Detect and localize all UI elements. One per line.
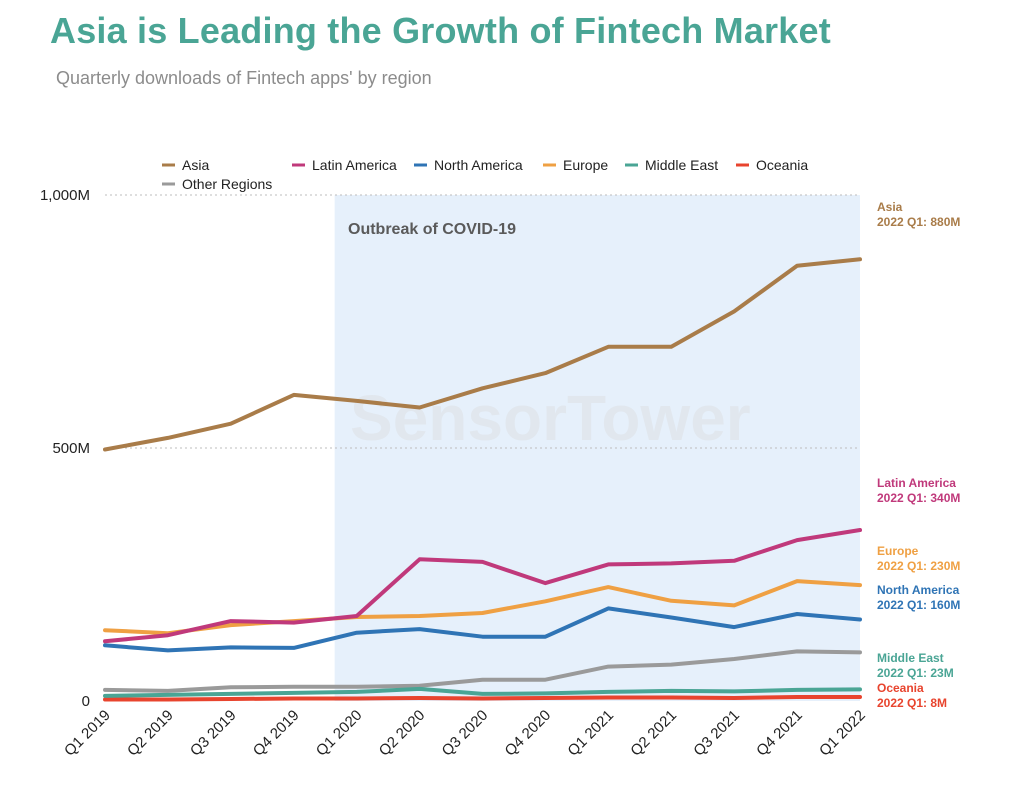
- legend-label: Europe: [563, 157, 608, 173]
- x-axis-ticks: Q1 2019 Q2 2019 Q3 2019 Q4 2019 Q1 2020 Q2 20…: [61, 707, 869, 760]
- series-line-middle-east: [103, 686, 862, 698]
- legend-label: Middle East: [645, 157, 718, 173]
- chart-title: Asia is Leading the Growth of Fintech Ma…: [50, 10, 831, 51]
- series-lines: [103, 257, 862, 702]
- watermark-text: SensorTower: [350, 382, 751, 454]
- x-tick-label: Q1 2019: [61, 707, 114, 760]
- y-axis-ticks: 0 500M 1,000M: [40, 187, 90, 710]
- series-line-oceania: [103, 695, 862, 702]
- y-tick-label: 500M: [52, 440, 90, 457]
- x-tick-label: Q4 2019: [250, 707, 303, 760]
- end-label-name: Latin America: [877, 476, 956, 490]
- end-label-name: Asia: [877, 200, 903, 214]
- end-label-value: 2022 Q1: 230M: [877, 559, 960, 573]
- x-tick-label: Q2 2020: [376, 707, 429, 760]
- x-tick-label: Q3 2020: [439, 707, 492, 760]
- x-tick-label: Q3 2019: [187, 707, 240, 760]
- legend-label: Asia: [182, 157, 209, 173]
- y-tick-label: 0: [82, 693, 90, 710]
- covid-annotation-label: Outbreak of COVID-19: [348, 221, 516, 238]
- end-label-value: 2022 Q1: 160M: [877, 598, 960, 612]
- x-tick-label: Q1 2022: [816, 707, 869, 760]
- x-tick-label: Q1 2021: [564, 707, 617, 760]
- x-tick-label: Q2 2021: [627, 707, 680, 760]
- x-tick-label: Q3 2021: [690, 707, 743, 760]
- series-line-asia: [103, 257, 862, 452]
- legend-label: Oceania: [756, 157, 808, 173]
- end-label-name: North America: [877, 583, 960, 597]
- y-tick-label: 1,000M: [40, 187, 90, 204]
- x-tick-label: Q1 2020: [313, 707, 366, 760]
- end-label-name: Middle East: [877, 651, 944, 665]
- chart-subtitle: Quarterly downloads of Fintech apps' by …: [56, 68, 432, 88]
- end-label-value: 2022 Q1: 8M: [877, 696, 947, 710]
- series-line-europe: [103, 579, 862, 636]
- legend-label: Other Regions: [182, 176, 272, 192]
- end-label-name: Europe: [877, 544, 919, 558]
- legend-label: Latin America: [312, 157, 397, 173]
- series-line-north-america: [103, 606, 862, 653]
- end-label-value: 2022 Q1: 23M: [877, 666, 954, 680]
- end-label-value: 2022 Q1: 880M: [877, 215, 960, 229]
- gridlines: [105, 194, 860, 449]
- legend-label: North America: [434, 157, 523, 173]
- series-line-latin-america: [103, 528, 862, 644]
- legend: Asia Latin America North America Europe Midd…: [162, 157, 808, 192]
- end-label-name: Oceania: [877, 681, 924, 695]
- x-tick-label: Q4 2020: [502, 707, 555, 760]
- end-label-value: 2022 Q1: 340M: [877, 491, 960, 505]
- x-tick-label: Q4 2021: [753, 707, 806, 760]
- series-line-other-regions: [103, 649, 862, 693]
- x-tick-label: Q2 2019: [124, 707, 177, 760]
